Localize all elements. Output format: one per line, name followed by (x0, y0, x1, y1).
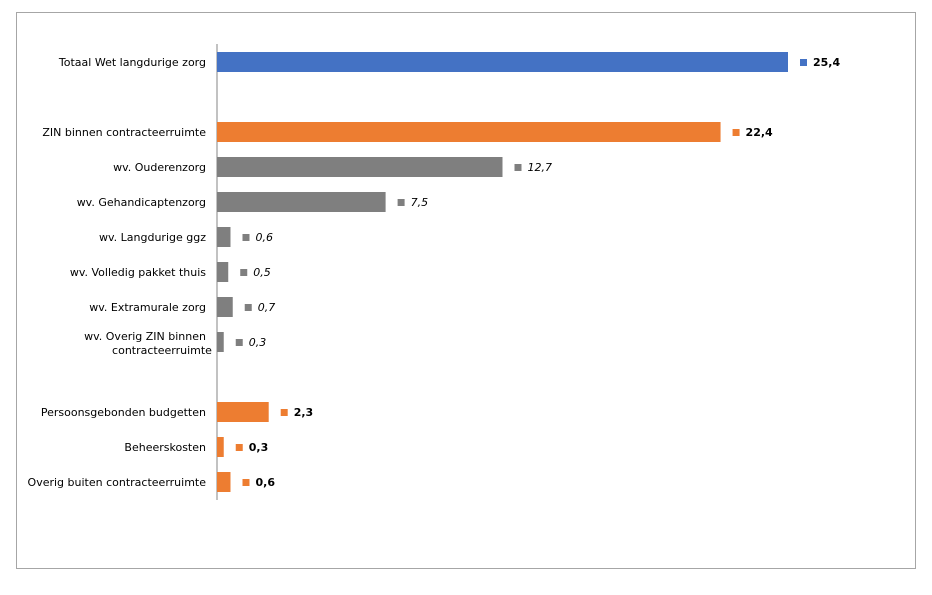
data-label: 0,7 (258, 301, 276, 314)
legend-marker (397, 199, 405, 206)
legend-marker (240, 269, 248, 276)
category-label: Persoonsgebonden budgetten (41, 406, 206, 419)
bar (217, 332, 224, 352)
category-label: ZIN binnen contracteerruimte (42, 126, 206, 139)
bar (217, 192, 386, 212)
data-label: 0,6 (255, 476, 275, 489)
bar (217, 262, 229, 282)
category-label: Overig buiten contracteerruimte (28, 476, 207, 489)
legend-marker (235, 339, 243, 346)
legend-marker (244, 304, 252, 311)
legend-marker (280, 409, 288, 416)
category-label: wv. Langdurige ggz (99, 231, 206, 244)
legend-marker (235, 444, 243, 451)
data-label: 0,6 (255, 231, 273, 244)
bar (217, 52, 788, 72)
legend-marker (732, 129, 740, 136)
bar (217, 437, 224, 457)
data-label: 0,5 (253, 266, 271, 279)
category-label: wv. Gehandicaptenzorg (77, 196, 206, 209)
data-label: 12,7 (528, 161, 553, 174)
category-label: wv. Ouderenzorg (113, 161, 206, 174)
data-label: 0,3 (249, 441, 268, 454)
data-label: 0,3 (249, 336, 266, 349)
category-label: wv. Extramurale zorg (89, 301, 206, 314)
data-label: 25,4 (813, 56, 840, 69)
category-label-line2: contracteerruimte (112, 344, 212, 357)
legend-marker (514, 164, 522, 171)
bar (217, 402, 269, 422)
category-label: Beheerskosten (124, 441, 206, 454)
bar (217, 227, 231, 247)
category-label: wv. Volledig pakket thuis (70, 266, 206, 279)
data-label: 22,4 (746, 126, 773, 139)
data-label: 7,5 (411, 196, 429, 209)
bar (217, 122, 721, 142)
legend-marker (242, 479, 250, 486)
legend-marker (242, 234, 250, 241)
category-label: Totaal Wet langdurige zorg (58, 56, 206, 69)
data-label: 2,3 (294, 406, 314, 419)
bar (217, 157, 503, 177)
category-label: wv. Overig ZIN binnen (84, 330, 206, 343)
legend-marker (800, 59, 807, 66)
chart-frame (16, 12, 916, 569)
bar (217, 472, 231, 492)
bar (217, 297, 233, 317)
